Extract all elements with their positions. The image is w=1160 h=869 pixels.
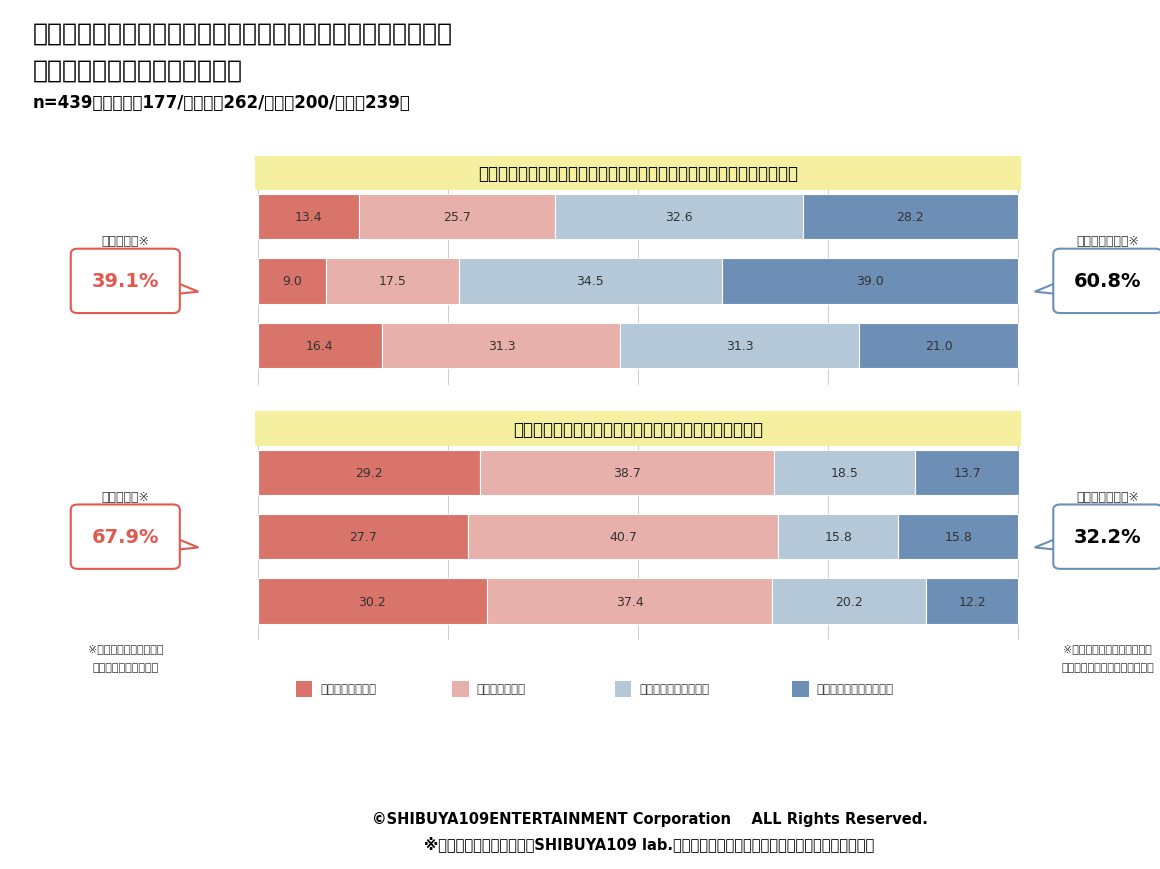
Polygon shape bbox=[1035, 282, 1060, 295]
Text: ややあてはまる: ややあてはまる bbox=[477, 683, 525, 695]
Text: 17.5: 17.5 bbox=[378, 275, 406, 288]
FancyBboxPatch shape bbox=[71, 505, 180, 569]
Text: まったくあてはまらない: まったくあてはまらない bbox=[817, 683, 893, 695]
Polygon shape bbox=[173, 282, 198, 295]
Bar bbox=[326, 259, 459, 304]
Text: 25.7: 25.7 bbox=[443, 211, 471, 223]
Text: あてはまる※: あてはまる※ bbox=[101, 490, 150, 503]
Bar bbox=[615, 681, 631, 697]
Text: 12.2: 12.2 bbox=[958, 595, 986, 607]
Bar bbox=[778, 514, 898, 560]
Text: あまりあてはまらない: あまりあてはまらない bbox=[639, 683, 709, 695]
Bar bbox=[452, 681, 469, 697]
Text: 28.2: 28.2 bbox=[897, 211, 925, 223]
Bar bbox=[258, 450, 480, 495]
Polygon shape bbox=[173, 537, 198, 550]
Text: 15.8: 15.8 bbox=[825, 531, 853, 543]
Bar bbox=[255, 412, 1021, 447]
Text: ※「とてもあてはまる」: ※「とてもあてはまる」 bbox=[87, 643, 164, 653]
Bar bbox=[459, 259, 722, 304]
Text: あてはまらない※: あてはまらない※ bbox=[1076, 490, 1139, 503]
Bar bbox=[360, 195, 554, 240]
Text: 37.4: 37.4 bbox=[616, 595, 644, 607]
Bar bbox=[383, 323, 621, 368]
Text: 20.2: 20.2 bbox=[835, 595, 863, 607]
Text: 教えてください。（単一回答）: 教えてください。（単一回答） bbox=[32, 58, 242, 83]
Text: n=439（文化部：177/運動部：262/男性：200/女性：239）: n=439（文化部：177/運動部：262/男性：200/女性：239） bbox=[32, 94, 411, 112]
Bar bbox=[621, 323, 858, 368]
Bar bbox=[774, 450, 915, 495]
Bar bbox=[258, 579, 487, 624]
Text: チーム実績よりもチームの調和や仲の良さを重視したい: チーム実績よりもチームの調和や仲の良さを重視したい bbox=[513, 421, 763, 438]
FancyBboxPatch shape bbox=[71, 249, 180, 314]
Polygon shape bbox=[1035, 537, 1060, 550]
Text: ※ご使用の際は、出典元がSHIBUYA109 lab.である旨を明記くださいますようお願いいたします: ※ご使用の際は、出典元がSHIBUYA109 lab.である旨を明記くださいます… bbox=[425, 835, 875, 851]
FancyBboxPatch shape bbox=[1053, 249, 1160, 314]
Bar bbox=[296, 681, 312, 697]
Bar bbox=[803, 195, 1017, 240]
Bar bbox=[258, 259, 326, 304]
Text: 31.3: 31.3 bbox=[487, 340, 515, 352]
Text: たとえチームに亀裂が入ったとしても実績を残す努力をすべきだと思う: たとえチームに亀裂が入ったとしても実績を残す努力をすべきだと思う bbox=[478, 165, 798, 182]
Bar bbox=[915, 450, 1020, 495]
Text: 38.7: 38.7 bbox=[612, 467, 641, 479]
Bar bbox=[858, 323, 1018, 368]
Text: 30.2: 30.2 bbox=[358, 595, 386, 607]
Bar bbox=[898, 514, 1018, 560]
FancyBboxPatch shape bbox=[1053, 505, 1160, 569]
Text: ※「あまりあてはまらない」: ※「あまりあてはまらない」 bbox=[1064, 643, 1152, 653]
Text: 29.2: 29.2 bbox=[355, 467, 383, 479]
Text: 「まったくあてはまらない」計: 「まったくあてはまらない」計 bbox=[1061, 662, 1154, 672]
Bar bbox=[487, 579, 771, 624]
Text: 40.7: 40.7 bbox=[609, 531, 637, 543]
Bar bbox=[258, 514, 469, 560]
Text: 27.7: 27.7 bbox=[349, 531, 377, 543]
Bar bbox=[258, 195, 360, 240]
Bar bbox=[255, 156, 1021, 191]
Bar bbox=[722, 259, 1018, 304]
Bar bbox=[771, 579, 926, 624]
Text: 21.0: 21.0 bbox=[925, 340, 952, 352]
Text: あてはまる※: あてはまる※ bbox=[101, 235, 150, 248]
Text: とてもあてはまる: とてもあてはまる bbox=[320, 683, 376, 695]
Text: 32.6: 32.6 bbox=[666, 211, 693, 223]
Bar bbox=[469, 514, 778, 560]
Text: 67.9%: 67.9% bbox=[92, 527, 159, 547]
Text: あなたの所属する部活動に関して、あなたにあてはまるものを: あなたの所属する部活動に関して、あなたにあてはまるものを bbox=[32, 22, 452, 46]
Text: 16.4: 16.4 bbox=[306, 340, 334, 352]
Text: 31.3: 31.3 bbox=[726, 340, 753, 352]
Text: 39.0: 39.0 bbox=[856, 275, 884, 288]
Text: 「ややあてはまる」計: 「ややあてはまる」計 bbox=[92, 662, 159, 672]
Text: 34.5: 34.5 bbox=[577, 275, 604, 288]
Bar bbox=[554, 195, 803, 240]
Bar bbox=[926, 579, 1018, 624]
Bar bbox=[480, 450, 774, 495]
Text: 18.5: 18.5 bbox=[831, 467, 858, 479]
Bar bbox=[792, 681, 809, 697]
Text: 32.2%: 32.2% bbox=[1074, 527, 1141, 547]
Text: 60.8%: 60.8% bbox=[1074, 272, 1141, 291]
Text: 9.0: 9.0 bbox=[282, 275, 302, 288]
Text: 13.7: 13.7 bbox=[954, 467, 981, 479]
Text: 15.8: 15.8 bbox=[944, 531, 972, 543]
Bar bbox=[258, 323, 383, 368]
Text: 39.1%: 39.1% bbox=[92, 272, 159, 291]
Text: あてはまらない※: あてはまらない※ bbox=[1076, 235, 1139, 248]
Text: ©SHIBUYA109ENTERTAINMENT Corporation    ALL Rights Reserved.: ©SHIBUYA109ENTERTAINMENT Corporation ALL… bbox=[371, 811, 928, 826]
Text: 13.4: 13.4 bbox=[295, 211, 322, 223]
